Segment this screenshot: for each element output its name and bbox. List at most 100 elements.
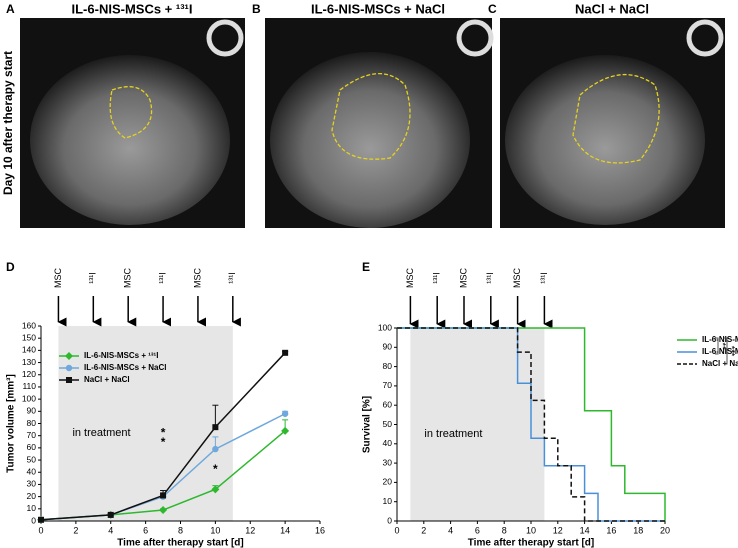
x-tick-label: 6 bbox=[143, 525, 148, 535]
legend-label: IL-6-NIS-MSCs + NaCl bbox=[702, 347, 738, 356]
y-tick-label: 30 bbox=[27, 479, 37, 489]
x-tick-label: 2 bbox=[421, 525, 426, 535]
significance-label: *** bbox=[727, 346, 737, 357]
arrow-label: ¹³¹I bbox=[88, 272, 98, 284]
arrow-label: MSC bbox=[53, 268, 63, 289]
annotation: * bbox=[161, 425, 166, 439]
arrow-label: ¹³¹I bbox=[432, 272, 442, 284]
legend-label: IL-6-NIS-MSCs + ¹³¹I bbox=[702, 335, 738, 344]
significance-bracket bbox=[715, 337, 719, 355]
y-tick-label: 130 bbox=[22, 357, 36, 367]
arrow-label: ¹³¹I bbox=[157, 272, 167, 284]
y-tick-label: 150 bbox=[22, 332, 36, 342]
treatment-region bbox=[58, 326, 233, 521]
survival-line bbox=[397, 327, 665, 522]
arrow-label: MSC bbox=[192, 268, 202, 289]
treatment-label: in treatment bbox=[424, 428, 482, 440]
x-axis-label: Time after therapy start [d] bbox=[468, 538, 595, 548]
x-tick-label: 6 bbox=[475, 525, 480, 535]
x-tick-label: 8 bbox=[502, 525, 507, 535]
x-tick-label: 20 bbox=[660, 525, 670, 535]
point bbox=[282, 349, 289, 356]
y-tick-label: 160 bbox=[22, 320, 36, 330]
significance-bracket bbox=[724, 337, 728, 365]
y-tick-label: 40 bbox=[383, 438, 393, 448]
panel-label: D bbox=[6, 260, 15, 274]
point bbox=[160, 492, 167, 499]
legend-label: NaCl + NaCl bbox=[702, 359, 738, 368]
point bbox=[38, 516, 44, 523]
y-tick-label: 80 bbox=[27, 418, 37, 428]
x-tick-label: 0 bbox=[394, 525, 399, 535]
panel-label: E bbox=[362, 260, 370, 274]
y-axis-label: Survival [%] bbox=[362, 396, 373, 453]
annotation: * bbox=[213, 462, 218, 476]
treatment-label: in treatment bbox=[72, 427, 130, 439]
panel-label: A bbox=[6, 2, 15, 16]
y-tick-label: 0 bbox=[387, 515, 392, 525]
annotation: * bbox=[161, 435, 166, 449]
y-tick-label: 120 bbox=[22, 369, 36, 379]
y-tick-label: 100 bbox=[22, 393, 36, 403]
x-tick-label: 16 bbox=[606, 525, 616, 535]
y-tick-label: 10 bbox=[27, 503, 37, 513]
legend-label: IL-6-NIS-MSCs + ¹³¹I bbox=[84, 351, 158, 360]
mri-image-b bbox=[265, 18, 494, 228]
panel-title: IL-6-NIS-MSCs + ¹³¹I bbox=[72, 1, 193, 16]
point bbox=[212, 445, 219, 453]
y-tick-label: 90 bbox=[383, 342, 393, 352]
point bbox=[159, 506, 168, 515]
legend-label: IL-6-NIS-MSCs + NaCl bbox=[84, 363, 166, 372]
point bbox=[65, 364, 73, 372]
x-tick-label: 16 bbox=[315, 525, 325, 535]
point bbox=[65, 352, 73, 360]
arrow-label: ¹³¹I bbox=[539, 272, 549, 284]
x-tick-label: 12 bbox=[553, 525, 563, 535]
y-tick-label: 50 bbox=[27, 454, 37, 464]
y-tick-label: 110 bbox=[22, 381, 36, 391]
y-tick-label: 50 bbox=[383, 419, 393, 429]
y-tick-label: 30 bbox=[383, 457, 393, 467]
arrow-label: MSC bbox=[405, 268, 415, 289]
point bbox=[212, 424, 219, 431]
arrow-label: MSC bbox=[512, 268, 522, 289]
arrow-label: MSC bbox=[123, 268, 133, 289]
significance-label: ** bbox=[718, 342, 728, 350]
mri-image-c bbox=[500, 18, 725, 228]
y-tick-label: 60 bbox=[27, 442, 37, 452]
panel-title: IL-6-NIS-MSCs + NaCl bbox=[311, 1, 445, 16]
y-tick-label: 40 bbox=[27, 467, 37, 477]
arrow-label: MSC bbox=[458, 268, 468, 289]
point bbox=[107, 511, 114, 518]
mri-image-a bbox=[20, 18, 245, 228]
panel-label: B bbox=[252, 2, 261, 16]
survival-line bbox=[397, 327, 666, 521]
y-tick-label: 70 bbox=[27, 430, 37, 440]
point bbox=[66, 377, 72, 383]
y-tick-label: 20 bbox=[383, 477, 393, 487]
arrow-label: ¹³¹I bbox=[485, 272, 495, 284]
row-label: Day 10 after therapy start bbox=[1, 51, 15, 195]
x-tick-label: 2 bbox=[73, 525, 78, 535]
x-tick-label: 0 bbox=[38, 525, 43, 535]
survival-line bbox=[397, 327, 665, 522]
y-tick-label: 60 bbox=[383, 399, 393, 409]
x-axis-label: Time after therapy start [d] bbox=[117, 538, 244, 548]
x-tick-label: 18 bbox=[633, 525, 643, 535]
treatment-region bbox=[410, 328, 545, 521]
x-tick-label: 8 bbox=[178, 525, 183, 535]
y-tick-label: 20 bbox=[27, 491, 37, 501]
y-axis-label: Tumor volume [mm³] bbox=[6, 374, 17, 473]
x-tick-label: 14 bbox=[580, 525, 590, 535]
y-tick-label: 70 bbox=[383, 380, 393, 390]
y-tick-label: 10 bbox=[383, 496, 393, 506]
point bbox=[281, 410, 289, 417]
point bbox=[281, 426, 290, 435]
x-tick-label: 12 bbox=[245, 525, 255, 535]
panel-label: C bbox=[488, 2, 497, 16]
y-tick-label: 0 bbox=[31, 515, 36, 525]
arrow-label: ¹³¹I bbox=[227, 272, 237, 284]
x-tick-label: 10 bbox=[526, 525, 536, 535]
